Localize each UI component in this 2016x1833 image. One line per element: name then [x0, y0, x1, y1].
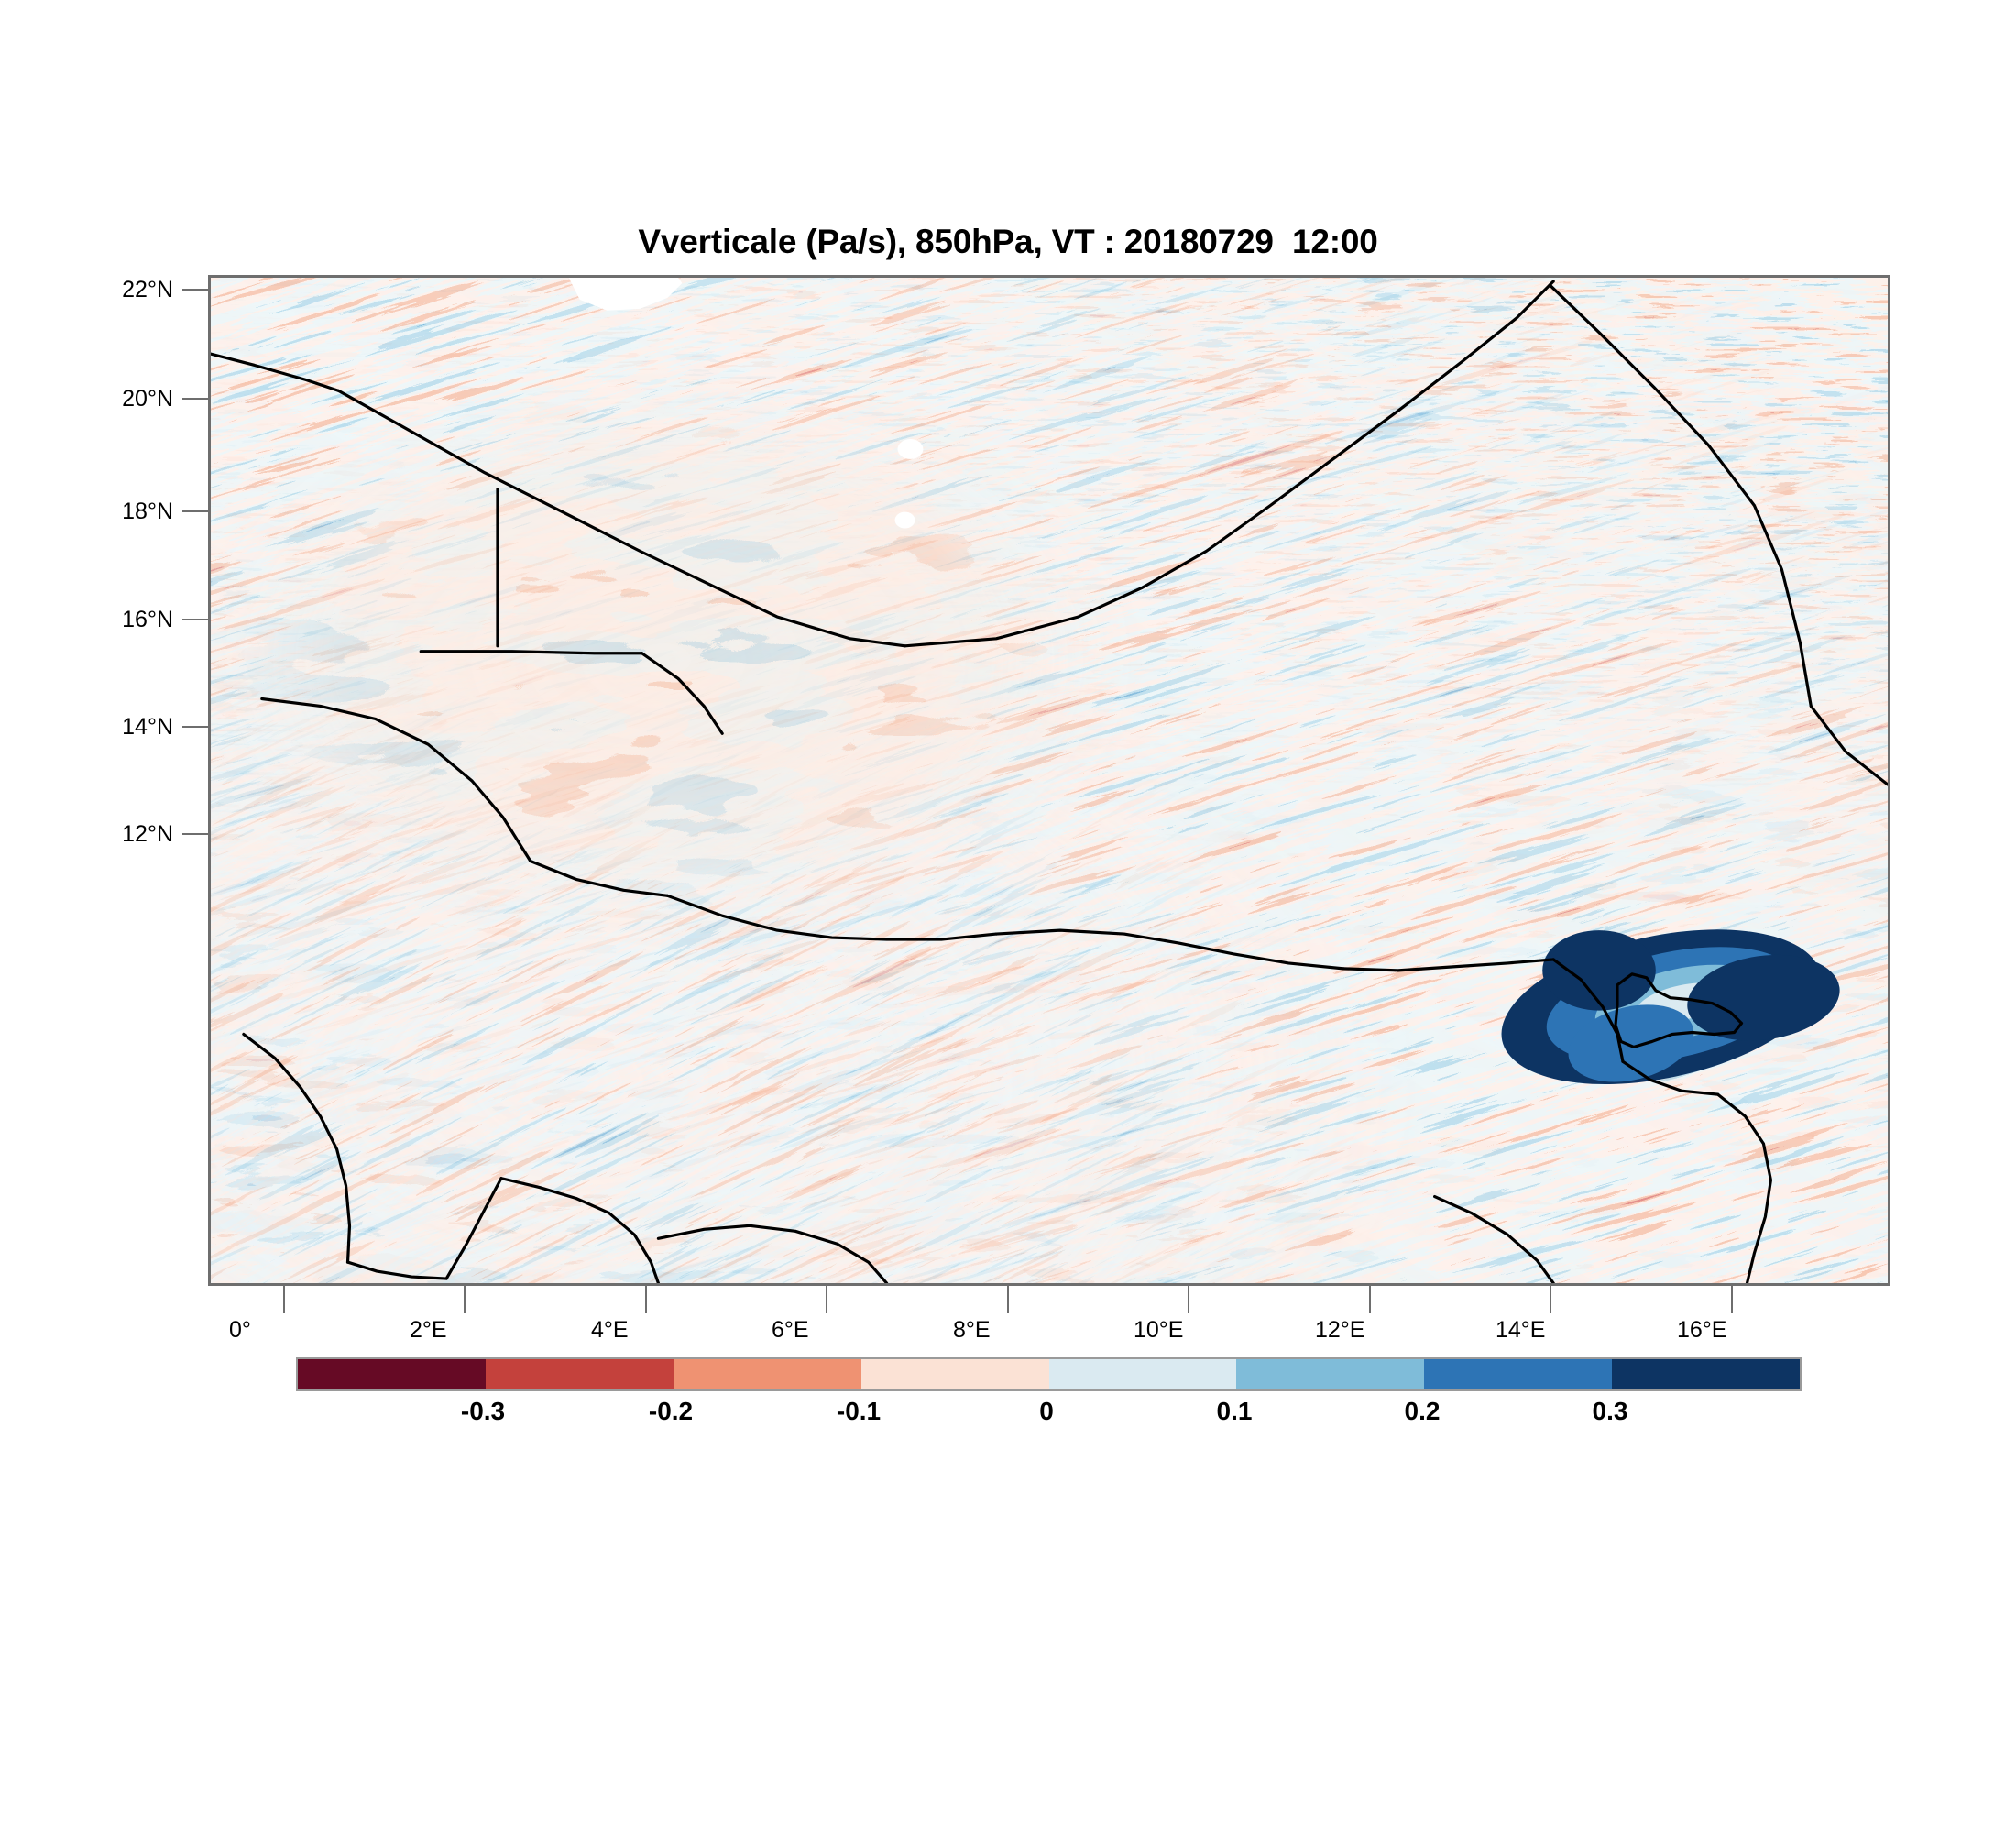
ytick-label-22n: 22°N [122, 277, 173, 302]
xtick-label-6e: 6°E [772, 1317, 809, 1343]
colorbar-band-5 [1236, 1359, 1425, 1389]
xtick-line-0 [283, 1286, 285, 1313]
missing-data-mask [568, 278, 924, 529]
xtick-line-10e [1188, 1286, 1189, 1313]
colorbar-tick-label-neg02: -0.2 [648, 1397, 694, 1425]
page-title: Vverticale (Pa/s), 850hPa, VT : 20180729… [638, 223, 1378, 260]
xtick-line-6e [826, 1286, 827, 1313]
xtick-label-0: 0° [229, 1317, 251, 1343]
map-plot-area[interactable] [208, 275, 1890, 1286]
ytick-line-12n [182, 833, 208, 835]
colorbar-tick-label-neg03: -0.3 [460, 1397, 506, 1425]
ytick-line-14n [182, 726, 208, 728]
xtick-label-16e: 16°E [1677, 1317, 1727, 1343]
xtick-label-8e: 8°E [953, 1317, 991, 1343]
vertical-velocity-field [211, 278, 1888, 1283]
colorbar-band-3 [860, 1359, 1049, 1389]
xtick-label-14e: 14°E [1496, 1317, 1546, 1343]
xtick-line-14e [1550, 1286, 1551, 1313]
xtick-line-8e [1007, 1286, 1009, 1313]
ytick-line-16n [182, 619, 208, 620]
colorbar-band-4 [1048, 1359, 1237, 1389]
xtick-line-16e [1731, 1286, 1733, 1313]
colorbar-tick-label-pos02: 0.2 [1404, 1397, 1441, 1425]
lake-chad-ascent-feature [1501, 929, 1840, 1084]
colorbar-tick-label-pos01: 0.1 [1216, 1397, 1253, 1425]
xtick-label-2e: 2°E [410, 1317, 447, 1343]
colorbar-band-0 [298, 1359, 486, 1389]
colorbar-band-2 [673, 1359, 861, 1389]
ytick-line-22n [182, 289, 208, 291]
colorbar-band-6 [1424, 1359, 1613, 1389]
ytick-label-20n: 20°N [122, 386, 173, 412]
colorbar-band-7 [1612, 1359, 1800, 1389]
xtick-line-4e [645, 1286, 647, 1313]
colorbar-tick-label-neg01: -0.1 [836, 1397, 882, 1425]
xtick-label-10e: 10°E [1134, 1317, 1184, 1343]
country-borders [211, 280, 1888, 1283]
colorbar[interactable] [296, 1357, 1802, 1391]
ytick-label-18n: 18°N [122, 499, 173, 524]
colorbar-band-1 [485, 1359, 674, 1389]
ytick-label-12n: 12°N [122, 821, 173, 847]
xtick-label-12e: 12°E [1315, 1317, 1365, 1343]
ytick-line-18n [182, 510, 208, 512]
ytick-label-16n: 16°N [122, 607, 173, 632]
xtick-label-4e: 4°E [591, 1317, 629, 1343]
xtick-line-2e [464, 1286, 466, 1313]
colorbar-tick-label-pos03: 0.3 [1592, 1397, 1628, 1425]
ytick-label-14n: 14°N [122, 714, 173, 740]
ytick-line-20n [182, 398, 208, 400]
xtick-line-12e [1369, 1286, 1371, 1313]
colorbar-tick-label-zero: 0 [1039, 1397, 1054, 1425]
